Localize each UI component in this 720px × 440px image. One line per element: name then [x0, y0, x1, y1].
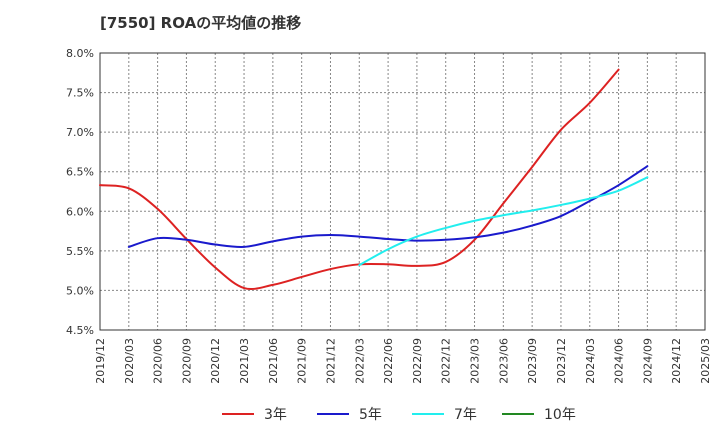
y-tick-label: 6.5%	[66, 166, 94, 179]
legend-label-3: 10年	[544, 407, 576, 423]
x-tick-label: 2021/03	[238, 338, 251, 384]
x-tick-label: 2024/03	[584, 338, 597, 384]
y-tick-label: 4.5%	[66, 324, 94, 337]
x-tick-label: 2024/12	[670, 338, 683, 384]
legend-label-2: 7年	[454, 407, 477, 423]
x-tick-label: 2021/09	[296, 338, 309, 384]
y-tick-label: 5.5%	[66, 245, 94, 258]
series-line-2	[358, 176, 649, 267]
x-tick-label: 2020/03	[123, 338, 136, 384]
x-tick-label: 2022/09	[411, 338, 424, 384]
x-tick-label: 2019/12	[94, 338, 107, 384]
x-tick-label: 2023/03	[469, 338, 482, 384]
chart-title: [7550] ROAの平均値の推移	[100, 14, 302, 32]
legend-label-1: 5年	[359, 407, 382, 423]
x-tick-label: 2024/09	[641, 338, 654, 384]
x-tick-label: 2022/12	[440, 338, 453, 384]
y-tick-label: 5.0%	[66, 284, 94, 297]
x-tick-label: 2021/06	[267, 338, 280, 384]
x-tick-label: 2020/06	[152, 338, 165, 384]
x-tick-label: 2025/03	[699, 338, 712, 384]
plot-frame	[99, 52, 706, 331]
series-line-1	[127, 165, 649, 248]
x-tick-label: 2022/03	[353, 338, 366, 384]
plot-area	[100, 53, 705, 330]
x-tick-label: 2022/06	[382, 338, 395, 384]
legend-label-0: 3年	[264, 407, 287, 423]
x-tick-label: 2020/12	[209, 338, 222, 384]
y-tick-label: 8.0%	[66, 47, 94, 60]
x-tick-label: 2023/09	[526, 338, 539, 384]
y-tick-label: 7.0%	[66, 126, 94, 139]
x-tick-label: 2020/09	[180, 338, 193, 384]
y-tick-label: 6.0%	[66, 205, 94, 218]
x-tick-label: 2023/06	[497, 338, 510, 384]
y-tick-label: 7.5%	[66, 87, 94, 100]
x-tick-label: 2023/12	[555, 338, 568, 384]
x-tick-label: 2024/06	[613, 338, 626, 384]
x-tick-label: 2021/12	[324, 338, 337, 384]
